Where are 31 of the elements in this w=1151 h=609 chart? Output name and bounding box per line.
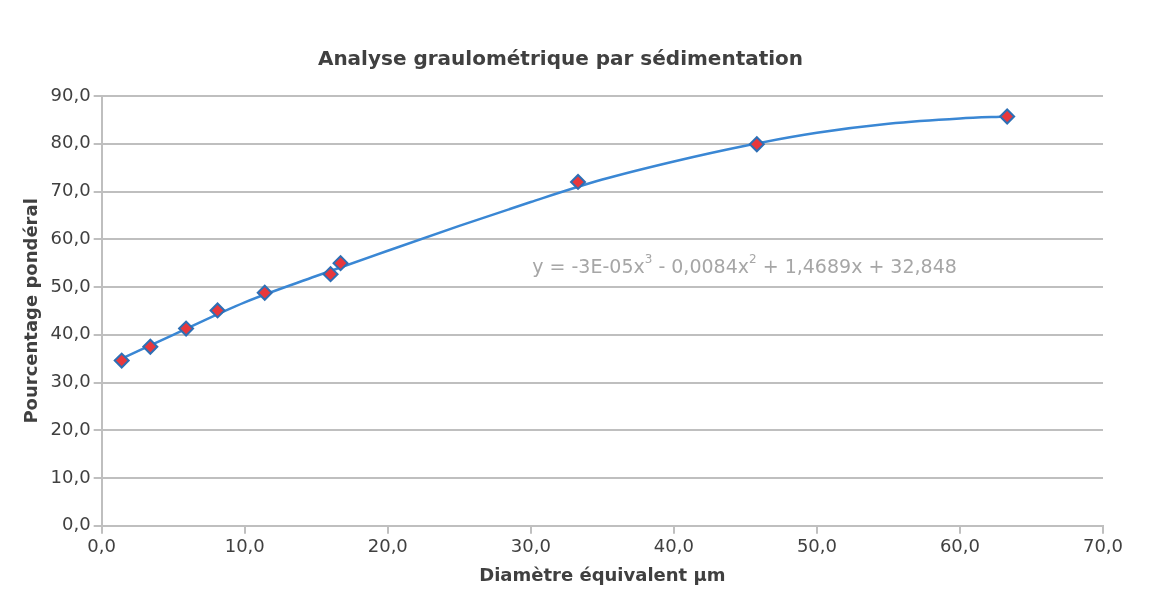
x-tick-label: 30,0 <box>510 535 551 557</box>
y-tick-label: 20,0 <box>50 417 91 439</box>
y-tick-label: 0,0 <box>62 513 91 535</box>
x-tick-label: 70,0 <box>1082 535 1124 557</box>
y-tick-label: 40,0 <box>50 322 91 344</box>
y-axis-title: Pourcentage pondéral <box>20 198 42 424</box>
y-tick-label: 80,0 <box>50 131 91 153</box>
y-tick-label: 70,0 <box>50 179 91 201</box>
chart-title: Analyse graulométrique par sédimentation <box>317 46 804 71</box>
point <box>999 108 1016 125</box>
x-tick-label: 20,0 <box>367 535 408 557</box>
point <box>332 255 349 272</box>
x-tick-label: 0,0 <box>87 535 116 557</box>
point <box>209 302 226 319</box>
y-tick-label: 30,0 <box>50 370 91 392</box>
y-tick-label: 90,0 <box>50 83 91 105</box>
y-tick-label: 10,0 <box>50 465 91 487</box>
x-tick-label: 10,0 <box>224 535 265 557</box>
y-tick-label: 60,0 <box>50 226 91 248</box>
point <box>178 320 195 337</box>
x-axis-title: Diamètre équivalent µm <box>479 563 726 585</box>
point <box>322 266 339 283</box>
point <box>113 352 130 369</box>
y-tick-label: 50,0 <box>50 274 91 296</box>
point <box>570 173 587 190</box>
x-tick-label: 60,0 <box>939 535 980 557</box>
x-tick-label: 50,0 <box>796 535 837 557</box>
point <box>256 284 273 301</box>
point <box>142 338 159 355</box>
x-tick-label: 40,0 <box>653 535 694 557</box>
point <box>748 136 765 153</box>
